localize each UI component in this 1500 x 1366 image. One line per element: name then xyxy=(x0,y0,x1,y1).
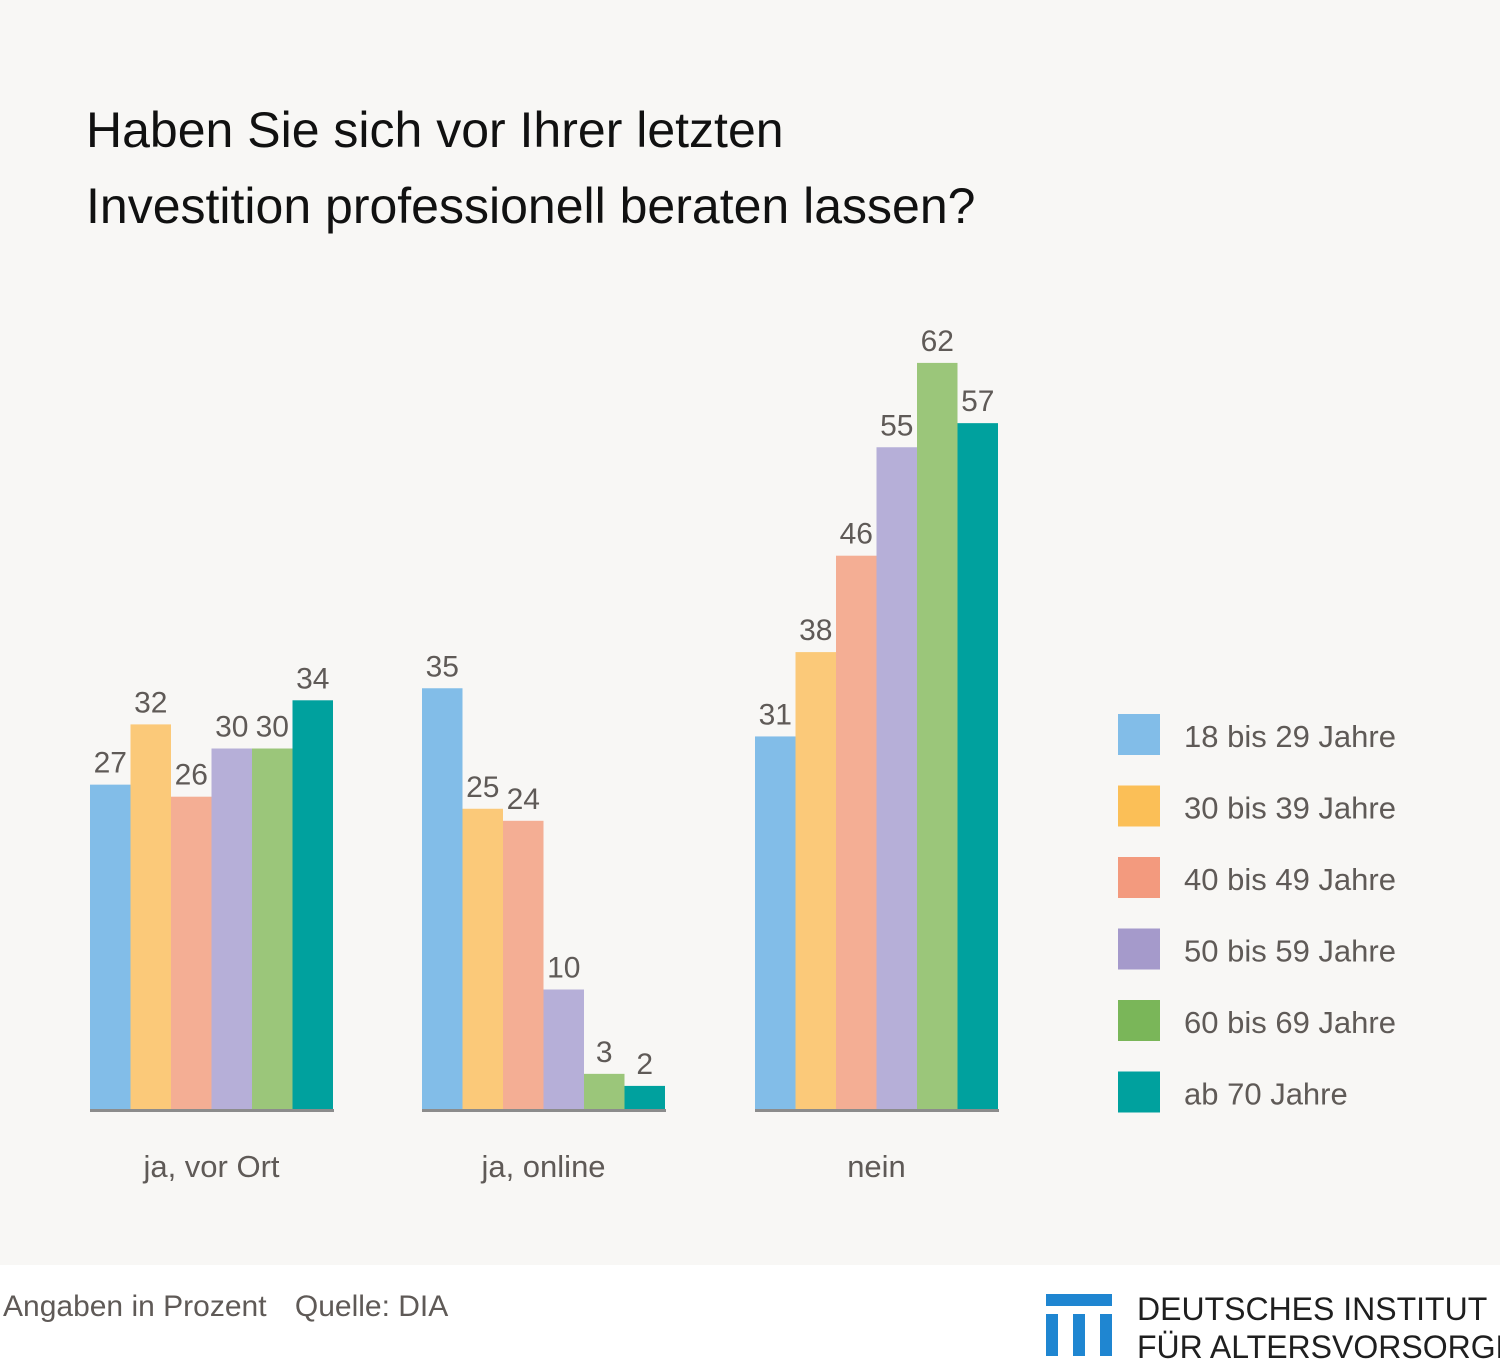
chart-title-line-2: Investition professionell beraten lassen… xyxy=(86,178,976,234)
data-label: 46 xyxy=(840,518,873,551)
data-label: 30 xyxy=(215,711,248,744)
data-label: 3 xyxy=(596,1036,613,1069)
legend-label: 50 bis 59 Jahre xyxy=(1184,934,1396,969)
legend-swatch xyxy=(1118,928,1160,970)
data-label: 62 xyxy=(921,325,954,358)
chart-title: Haben Sie sich vor Ihrer letzten Investi… xyxy=(86,92,1286,244)
data-label: 26 xyxy=(175,759,208,792)
data-label: 34 xyxy=(296,662,329,695)
data-label: 32 xyxy=(134,686,167,719)
bar-ja-online-50-bis-59-jahre xyxy=(543,989,584,1110)
institute-name-line-2: FÜR ALTERSVORSORGE xyxy=(1137,1329,1500,1365)
bar-ja-vor-ort-40-bis-49-jahre xyxy=(171,796,212,1110)
legend-label: 30 bis 39 Jahre xyxy=(1184,791,1396,826)
data-label: 25 xyxy=(466,771,499,804)
bar-ja-vor-ort-ab-70-jahre xyxy=(292,700,333,1110)
data-label: 55 xyxy=(880,409,913,442)
baseline xyxy=(422,1109,666,1112)
bar-nein-ab-70-jahre xyxy=(957,423,998,1110)
legend-label: 60 bis 69 Jahre xyxy=(1184,1005,1396,1040)
bar-nein-60-bis-69-jahre xyxy=(917,362,958,1110)
baseline xyxy=(755,1109,999,1112)
institute-name-line-1: DEUTSCHES INSTITUT xyxy=(1137,1291,1488,1327)
footer-note: Angaben in Prozent Quelle: DIA xyxy=(3,1290,448,1324)
bar-ja-online-30-bis-39-jahre xyxy=(462,808,503,1110)
category-label: nein xyxy=(847,1149,906,1184)
bar-nein-18-bis-29-jahre xyxy=(755,736,796,1110)
bar-ja-vor-ort-60-bis-69-jahre xyxy=(252,748,293,1110)
legend-swatch xyxy=(1118,1000,1160,1041)
institute-name: DEUTSCHES INSTITUT FÜR ALTERSVORSORGE xyxy=(1137,1290,1500,1366)
bar-ja-online-60-bis-69-jahre xyxy=(584,1073,625,1110)
data-label: 38 xyxy=(799,614,832,647)
baseline xyxy=(90,1109,334,1112)
bar-ja-online-18-bis-29-jahre xyxy=(422,688,463,1110)
data-label: 35 xyxy=(426,650,459,683)
bar-ja-online-40-bis-49-jahre xyxy=(503,820,544,1110)
institute-logo-icon xyxy=(1046,1294,1112,1356)
legend-swatch xyxy=(1118,785,1160,827)
legend-swatch xyxy=(1118,1071,1160,1113)
legend-label: ab 70 Jahre xyxy=(1184,1077,1348,1112)
unit-note: Angaben in Prozent xyxy=(3,1290,267,1323)
data-label: 27 xyxy=(94,747,127,780)
data-label: 30 xyxy=(256,711,289,744)
bar-ja-vor-ort-18-bis-29-jahre xyxy=(90,784,131,1110)
source-note: Quelle: DIA xyxy=(294,1290,449,1323)
category-label: ja, vor Ort xyxy=(142,1149,279,1184)
bar-ja-online-ab-70-jahre xyxy=(624,1085,665,1110)
bar-nein-40-bis-49-jahre xyxy=(836,555,877,1110)
category-label: ja, online xyxy=(480,1149,605,1184)
bar-nein-50-bis-59-jahre xyxy=(876,447,917,1110)
legend-label: 40 bis 49 Jahre xyxy=(1184,862,1396,897)
legend-swatch xyxy=(1118,857,1160,898)
chart-title-line-1: Haben Sie sich vor Ihrer letzten xyxy=(86,102,784,158)
bar-nein-30-bis-39-jahre xyxy=(795,652,836,1110)
legend-label: 18 bis 29 Jahre xyxy=(1184,719,1396,754)
bar-ja-vor-ort-30-bis-39-jahre xyxy=(130,724,171,1110)
bar-ja-vor-ort-50-bis-59-jahre xyxy=(211,748,252,1110)
legend-swatch xyxy=(1118,714,1160,755)
data-label: 10 xyxy=(547,952,580,985)
data-label: 24 xyxy=(507,783,540,816)
data-label: 31 xyxy=(759,698,792,731)
data-label: 57 xyxy=(961,385,994,418)
data-label: 2 xyxy=(636,1048,653,1081)
